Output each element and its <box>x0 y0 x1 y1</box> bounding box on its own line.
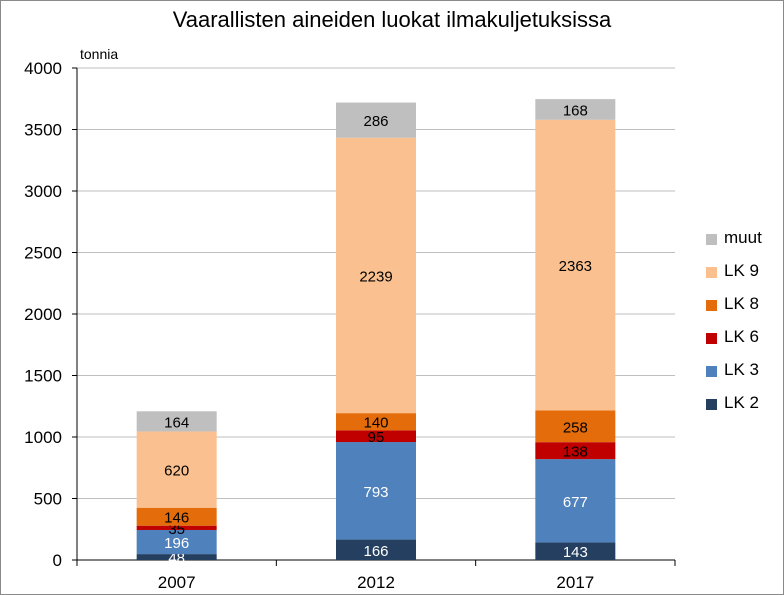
legend-label: LK 8 <box>724 294 759 313</box>
data-label: 677 <box>563 494 588 511</box>
y-tick-label: 1500 <box>24 367 62 386</box>
data-label: 146 <box>164 510 189 527</box>
bar-segment <box>336 539 416 560</box>
bar-segment <box>336 413 416 431</box>
bar-segment <box>535 459 616 543</box>
data-label: 258 <box>563 419 588 436</box>
x-tick-label: 2007 <box>158 573 196 592</box>
y-tick-label: 3500 <box>24 121 62 140</box>
data-label: 140 <box>363 415 388 432</box>
bar-segment <box>136 431 217 508</box>
chart-title: Vaarallisten aineiden luokat ilmakuljetu… <box>172 7 612 32</box>
bar-segment <box>136 525 217 530</box>
bar-segment <box>136 507 217 526</box>
bar-segment <box>535 99 616 120</box>
legend-label: muut <box>724 228 762 247</box>
bar-segment <box>136 529 217 555</box>
legend-label: LK 3 <box>724 360 759 379</box>
legend-label: LK 9 <box>724 261 759 280</box>
data-label: 286 <box>363 113 388 130</box>
legend-swatch <box>706 366 717 377</box>
bar-segment <box>336 430 416 443</box>
bar-segment <box>336 102 416 138</box>
y-axis-unit-label: tonnia <box>80 46 119 62</box>
y-tick-label: 2000 <box>24 305 62 324</box>
data-label: 196 <box>164 535 189 552</box>
bar-segment <box>336 137 416 414</box>
bar-segment <box>535 119 616 411</box>
data-label: 143 <box>563 544 588 561</box>
data-label: 166 <box>363 543 388 560</box>
data-label: 620 <box>164 463 189 480</box>
legend-swatch <box>706 267 717 278</box>
y-tick-label: 1000 <box>24 428 62 447</box>
y-tick-label: 3000 <box>24 182 62 201</box>
x-tick-label: 2017 <box>556 573 594 592</box>
data-label: 164 <box>164 414 189 431</box>
data-label: 138 <box>563 444 588 461</box>
data-label: 793 <box>363 484 388 501</box>
data-label: 48 <box>168 550 185 567</box>
bar-segment <box>136 411 217 432</box>
bar-segment <box>336 442 416 540</box>
legend-label: LK 2 <box>724 393 759 412</box>
bar-segment <box>535 542 616 560</box>
bar-segment <box>136 554 217 560</box>
legend-swatch <box>706 333 717 344</box>
legend-label: LK 6 <box>724 327 759 346</box>
data-label: 2363 <box>559 258 592 275</box>
x-tick-label: 2012 <box>357 573 395 592</box>
y-tick-label: 0 <box>53 551 62 570</box>
data-label: 2239 <box>359 268 392 285</box>
legend-swatch <box>706 300 717 311</box>
data-label: 168 <box>563 102 588 119</box>
legend-swatch <box>706 234 717 245</box>
data-label: 95 <box>368 429 385 446</box>
y-tick-label: 500 <box>34 490 62 509</box>
y-tick-label: 2500 <box>24 244 62 263</box>
legend-swatch <box>706 399 717 410</box>
y-tick-label: 4000 <box>24 59 62 78</box>
bar-segment <box>535 410 616 443</box>
bar-segment <box>535 442 616 460</box>
